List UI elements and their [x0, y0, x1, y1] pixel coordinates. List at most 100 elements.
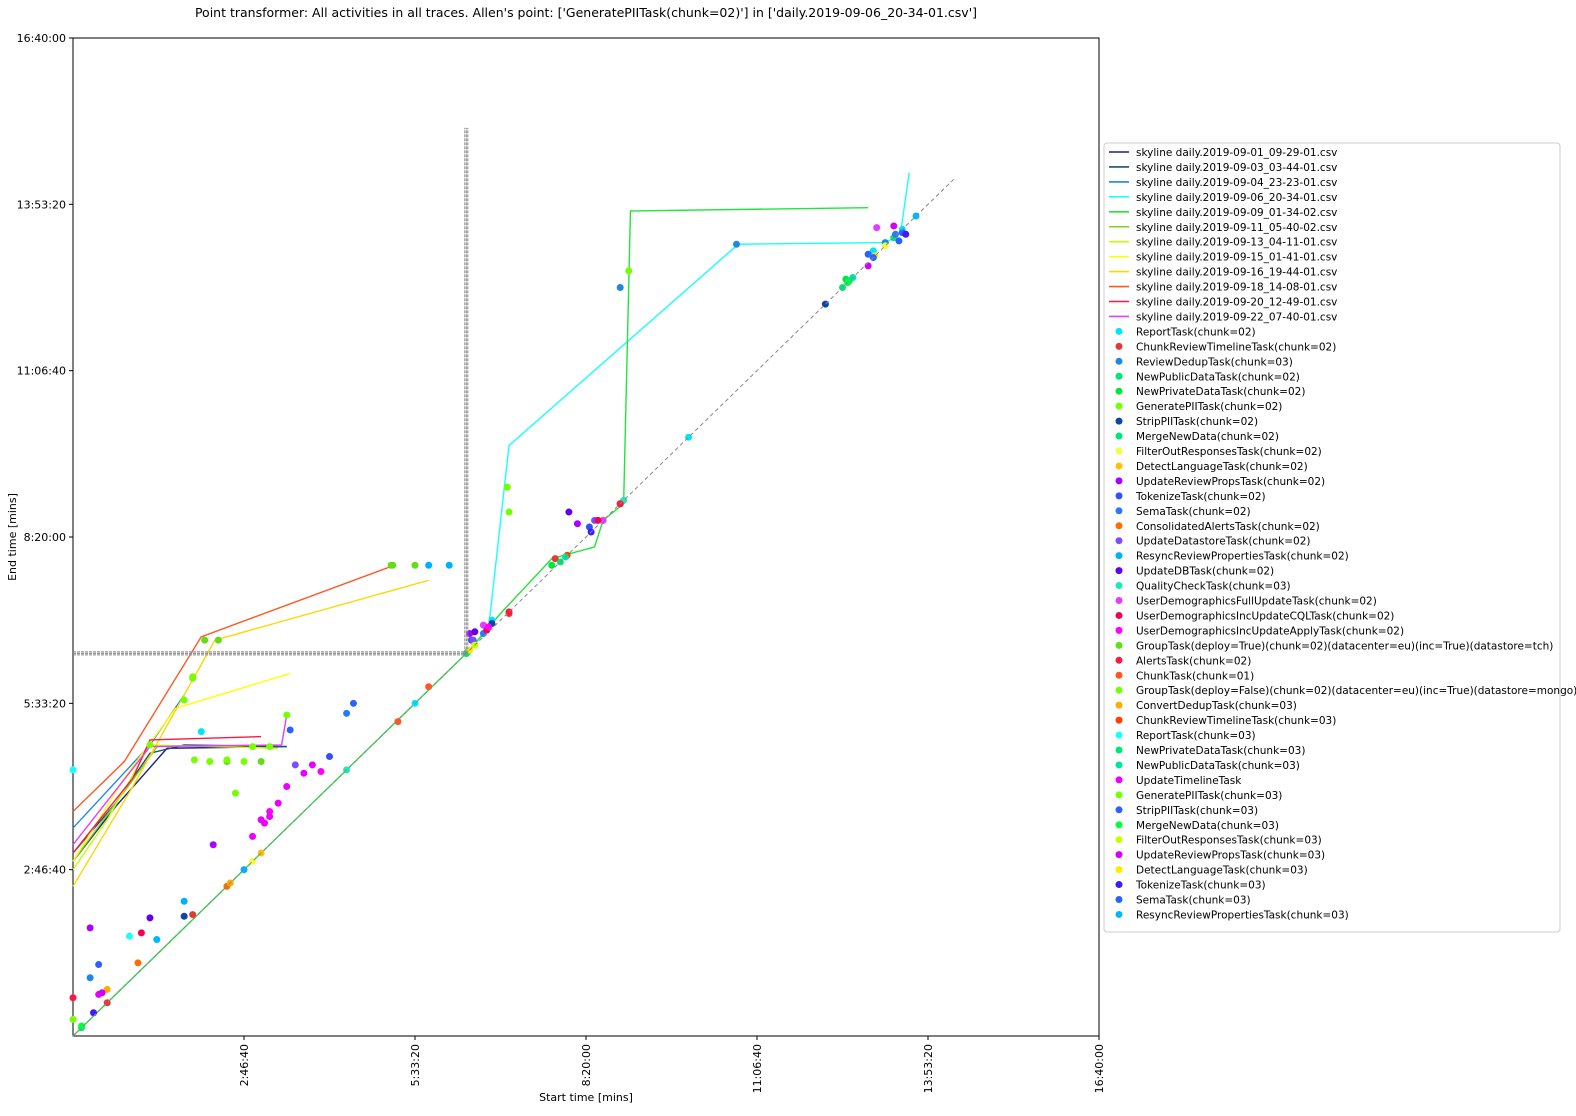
data-point — [231, 789, 239, 797]
data-point — [349, 699, 357, 707]
y-tick-label: 11:06:40 — [17, 365, 66, 378]
legend-entry-label: skyline daily.2019-09-06_20-34-01.csv — [1136, 192, 1337, 204]
data-point — [864, 262, 872, 270]
data-point — [326, 753, 333, 761]
legend-point-swatch — [1115, 746, 1123, 754]
data-point — [732, 240, 740, 248]
legend-point-swatch — [1115, 686, 1123, 694]
data-point — [425, 561, 433, 569]
legend-point-swatch — [1115, 701, 1123, 709]
legend-entry-label: GroupTask(deploy=True)(chunk=02)(datacen… — [1136, 640, 1553, 652]
data-point — [78, 1022, 86, 1030]
y-tick-label: 2:46:40 — [24, 864, 66, 877]
data-point — [625, 267, 633, 275]
legend-point-swatch — [1115, 477, 1123, 485]
legend-entry-label: UpdateReviewPropsTask(chunk=02) — [1136, 476, 1325, 488]
legend-entry-label: skyline daily.2019-09-04_23-23-01.csv — [1136, 177, 1337, 189]
legend-entry-label: MergeNewData(chunk=03) — [1136, 820, 1279, 832]
legend-entry-label: UpdateDatastoreTask(chunk=02) — [1136, 536, 1311, 548]
legend-entry-label: NewPrivateDataTask(chunk=02) — [1136, 386, 1305, 398]
legend-point-swatch — [1115, 776, 1123, 784]
data-point — [180, 912, 188, 920]
data-point — [411, 561, 419, 569]
legend-entry-label: DetectLanguageTask(chunk=03) — [1136, 865, 1308, 877]
legend-point-swatch — [1115, 552, 1123, 560]
legend-entry-label: ReportTask(chunk=02) — [1136, 326, 1256, 338]
data-point — [892, 230, 900, 238]
legend: skyline daily.2019-09-01_09-29-01.csvsky… — [1103, 142, 1576, 933]
data-point — [266, 743, 274, 751]
legend-point-swatch — [1115, 447, 1123, 455]
legend-entry-label: FilterOutResponsesTask(chunk=02) — [1136, 446, 1322, 458]
legend-point-swatch — [1115, 597, 1123, 604]
legend-point-swatch — [1115, 761, 1123, 769]
legend-entry-label: MergeNewData(chunk=02) — [1136, 431, 1279, 443]
data-point — [551, 555, 559, 563]
legend-entry-label: UpdateTimelineTask — [1136, 775, 1242, 787]
data-point — [134, 959, 142, 967]
legend-point-swatch — [1115, 611, 1123, 619]
data-point — [180, 696, 188, 704]
legend-entry-label: skyline daily.2019-09-15_01-41-01.csv — [1136, 252, 1337, 264]
legend-point-swatch — [1115, 851, 1123, 859]
legend-point-swatch — [1115, 656, 1123, 664]
data-point — [266, 807, 274, 815]
data-point — [594, 516, 602, 524]
legend-entry-label: GeneratePIITask(chunk=03) — [1136, 790, 1282, 802]
data-point — [90, 1009, 98, 1017]
legend-entry-label: UserDemographicsIncUpdateApplyTask(chunk… — [1136, 625, 1404, 637]
legend-point-swatch — [1115, 881, 1123, 889]
legend-entry-label: TokenizeTask(chunk=02) — [1135, 491, 1266, 503]
x-tick-label: 11:06:40 — [751, 1044, 764, 1093]
data-point — [266, 812, 274, 820]
data-point — [86, 974, 94, 982]
legend-point-swatch — [1115, 896, 1123, 903]
x-axis: 2:46:40 5:33:20 8:20:00 11:06:40 13:53:20 16:… — [238, 1036, 1106, 1093]
data-point — [214, 636, 222, 644]
legend-entry-label: TokenizeTask(chunk=03) — [1135, 880, 1266, 892]
legend-entry-label: ResyncReviewPropertiesTask(chunk=03) — [1136, 909, 1349, 921]
data-point — [153, 936, 161, 944]
data-point — [137, 929, 145, 937]
plot-area — [69, 37, 1100, 1037]
data-point — [86, 924, 94, 932]
data-point — [425, 683, 433, 691]
legend-point-swatch — [1115, 387, 1123, 395]
legend-entry-label: ChunkReviewTimelineTask(chunk=02) — [1136, 341, 1336, 353]
legend-entry-label: skyline daily.2019-09-18_14-08-01.csv — [1136, 282, 1337, 294]
legend-entry-label: UserDemographicsFullUpdateTask(chunk=02) — [1136, 596, 1377, 608]
series-line-9 — [72, 564, 395, 812]
data-point — [206, 758, 214, 766]
series-line-4 — [72, 206, 869, 1037]
data-point — [445, 561, 453, 569]
legend-point-swatch — [1115, 462, 1123, 470]
data-point — [69, 1015, 77, 1023]
data-point — [864, 250, 872, 258]
legend-entry-label: StripPIITask(chunk=02) — [1136, 416, 1258, 428]
series-line-6 — [72, 744, 279, 871]
data-point — [189, 911, 197, 919]
y-axis: 2:46:40 5:33:20 8:20:00 11:06:40 13:53:20 16:… — [17, 32, 73, 877]
legend-entry-label: FilterOutResponsesTask(chunk=03) — [1136, 835, 1322, 847]
legend-point-swatch — [1115, 432, 1123, 440]
series-line-10 — [72, 735, 262, 854]
y-tick-label: 8:20:00 — [24, 531, 66, 544]
x-tick-label: 13:53:20 — [922, 1044, 935, 1093]
legend-point-swatch — [1115, 821, 1123, 829]
series-lines — [72, 172, 910, 1037]
data-point — [189, 674, 197, 682]
legend-entry-label: NewPublicDataTask(chunk=03) — [1136, 760, 1300, 772]
data-point — [471, 628, 479, 636]
y-tick-label: 16:40:00 — [17, 32, 66, 45]
data-point — [343, 709, 351, 717]
data-point — [103, 985, 111, 993]
data-point — [283, 711, 291, 719]
legend-point-swatch — [1115, 492, 1123, 500]
legend-point-swatch — [1115, 342, 1123, 350]
y-tick-label: 13:53:20 — [17, 198, 66, 211]
legend-entry-label: ConsolidatedAlertsTask(chunk=02) — [1136, 521, 1320, 533]
series-line-8 — [72, 579, 429, 887]
y-axis-label: End time [mins] — [6, 493, 19, 581]
legend-entry-label: ConvertDedupTask(chunk=03) — [1136, 700, 1297, 712]
